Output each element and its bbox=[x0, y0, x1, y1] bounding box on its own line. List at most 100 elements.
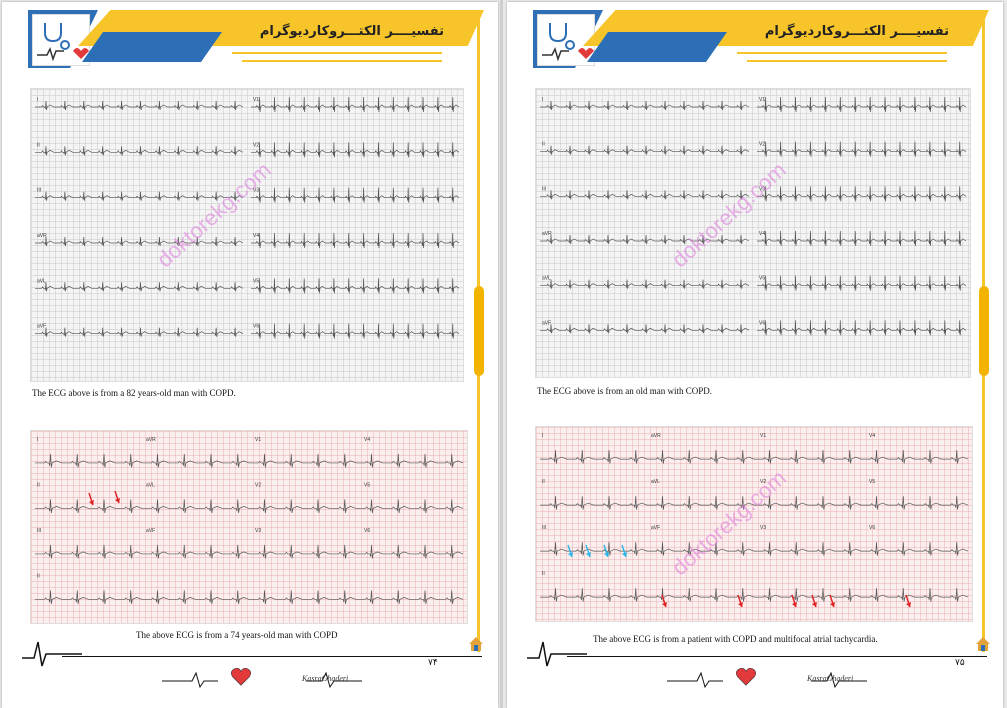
ecg-lead-trace bbox=[251, 232, 460, 249]
ecg-wave-icon bbox=[22, 641, 82, 667]
ecg-wave-icon bbox=[527, 641, 587, 667]
header-title: تفسیــــر الکتـــروکاردیوگرام bbox=[259, 24, 444, 39]
ecg-lead-trace bbox=[757, 141, 967, 157]
annotation-arrow-head bbox=[568, 552, 573, 557]
annotation-arrow-head bbox=[812, 602, 817, 607]
ecg-lead-trace bbox=[35, 499, 464, 513]
ecg-lead-label: II bbox=[542, 571, 545, 577]
ecg-lead-label: aVR bbox=[651, 433, 661, 439]
header-title: تفسیــــر الکتـــروکاردیوگرام bbox=[764, 24, 949, 39]
header-yellow-band: تفسیــــر الکتـــروکاردیوگرام bbox=[583, 10, 989, 46]
ecg-lead-trace bbox=[35, 191, 244, 201]
ecg-lead-trace bbox=[251, 323, 460, 339]
ecg-lead-trace bbox=[35, 544, 464, 559]
ecg-lead-label: V3 bbox=[759, 186, 765, 192]
ecg-lead-trace bbox=[540, 324, 750, 334]
ecg-lead-trace bbox=[35, 100, 244, 111]
header-rule bbox=[242, 60, 442, 62]
page-right: تفسیــــر الکتـــروکاردیوگرام کسری قادری… bbox=[507, 2, 1003, 708]
ecg-lead-label: V2 bbox=[255, 483, 261, 489]
ecg-lead-label: V6 bbox=[869, 525, 875, 531]
ecg-lead-label: V5 bbox=[364, 483, 370, 489]
ecg-lead-label: II bbox=[37, 574, 40, 580]
ecg-lead-label: V3 bbox=[253, 188, 259, 194]
ecg-lead-label: V6 bbox=[253, 324, 259, 330]
ecg-lead-label: V2 bbox=[253, 142, 259, 148]
ecg-lead-label: V1 bbox=[760, 433, 766, 439]
ecg-lead-label: aVF bbox=[651, 525, 660, 531]
ecg-lead-label: aVR bbox=[542, 231, 552, 237]
ecg-lead-label: aVR bbox=[37, 233, 47, 239]
ecg-lead-trace bbox=[540, 145, 750, 155]
ecg-lead-trace bbox=[540, 588, 969, 602]
ecg-lead-trace bbox=[35, 236, 244, 247]
ecg-trace-top: I II III aVR aVL aVF V1 V2 V3 V4 V5 V6 bbox=[30, 88, 464, 382]
ecg-lead-label: V2 bbox=[759, 142, 765, 148]
ecg-lead-label: V5 bbox=[869, 479, 875, 485]
ecg-lead-label: aVR bbox=[146, 437, 156, 443]
ecg-lead-label: III bbox=[542, 186, 546, 192]
annotation-arrow-head bbox=[830, 602, 835, 607]
header-rule bbox=[737, 52, 947, 54]
ecg-lead-label: aVF bbox=[542, 320, 551, 326]
stethoscope-logo-icon bbox=[32, 14, 90, 66]
ecg-lead-trace bbox=[35, 146, 244, 156]
header-rule bbox=[747, 60, 947, 62]
page-gutter bbox=[500, 0, 503, 708]
annotation-arrow-head bbox=[662, 602, 667, 607]
ecg-lead-label: II bbox=[37, 483, 40, 489]
ecg-lead-label: aVL bbox=[37, 278, 46, 284]
ecg-lead-label: II bbox=[37, 142, 40, 148]
top-caption: The ECG above is from an old man with CO… bbox=[537, 386, 712, 396]
side-tab bbox=[474, 286, 484, 376]
ecg-lead-trace bbox=[540, 496, 969, 510]
ecg-lead-label: aVL bbox=[542, 276, 551, 282]
bottom-caption: The above ECG is from a 74 years-old man… bbox=[136, 630, 338, 640]
ecg-lead-label: III bbox=[542, 525, 546, 531]
footer-rule bbox=[567, 656, 987, 657]
side-tab bbox=[979, 286, 989, 376]
ecg-lead-label: V4 bbox=[759, 231, 765, 237]
ecg-lead-label: I bbox=[37, 437, 38, 443]
ecg-lead-label: II bbox=[542, 479, 545, 485]
ecg-lead-trace bbox=[540, 542, 969, 556]
ecg-lead-label: V4 bbox=[869, 433, 875, 439]
footer-rule bbox=[62, 656, 482, 657]
house-logo-icon bbox=[469, 637, 483, 651]
annotation-arrow-head bbox=[906, 602, 911, 607]
annotation-arrow-head bbox=[115, 498, 120, 503]
ecg-lead-trace bbox=[757, 230, 967, 247]
ecg-lead-label: V5 bbox=[253, 278, 259, 284]
ecg-lead-label: V1 bbox=[255, 437, 261, 443]
ecg-lead-trace bbox=[35, 453, 464, 468]
ecg-lead-label: aVF bbox=[37, 324, 46, 330]
ecg-lead-trace bbox=[757, 275, 967, 291]
ecg-lead-trace bbox=[251, 278, 460, 294]
ecg-lead-label: III bbox=[37, 528, 41, 534]
ecg-lead-label: II bbox=[542, 142, 545, 148]
header-author-band: کسری قادری bbox=[82, 32, 222, 62]
annotation-arrow-head bbox=[586, 552, 591, 557]
ecg-lead-trace bbox=[251, 187, 460, 203]
ecg-lead-label: V4 bbox=[253, 233, 259, 239]
ecg-lead-label: V3 bbox=[255, 528, 261, 534]
ecg-lead-label: V1 bbox=[759, 97, 765, 103]
page-number: ۷۵ bbox=[955, 658, 965, 668]
stethoscope-logo-icon bbox=[537, 14, 595, 66]
annotation-arrow-head bbox=[792, 602, 797, 607]
ecg-lead-trace bbox=[540, 100, 750, 111]
heart-icon bbox=[231, 667, 251, 686]
ecg-lead-trace bbox=[757, 96, 967, 113]
ecg-lead-label: V6 bbox=[364, 528, 370, 534]
heart-icon bbox=[736, 667, 756, 686]
annotation-arrow-head bbox=[738, 602, 743, 607]
header-rule bbox=[232, 52, 442, 54]
ecg-lead-label: aVF bbox=[146, 528, 155, 534]
ecg-lead-trace bbox=[251, 142, 460, 158]
footer-ecg-line bbox=[667, 671, 867, 689]
ecg-lead-trace bbox=[540, 190, 750, 200]
annotation-arrow-head bbox=[89, 500, 94, 505]
annotation-arrow-head bbox=[622, 552, 627, 557]
